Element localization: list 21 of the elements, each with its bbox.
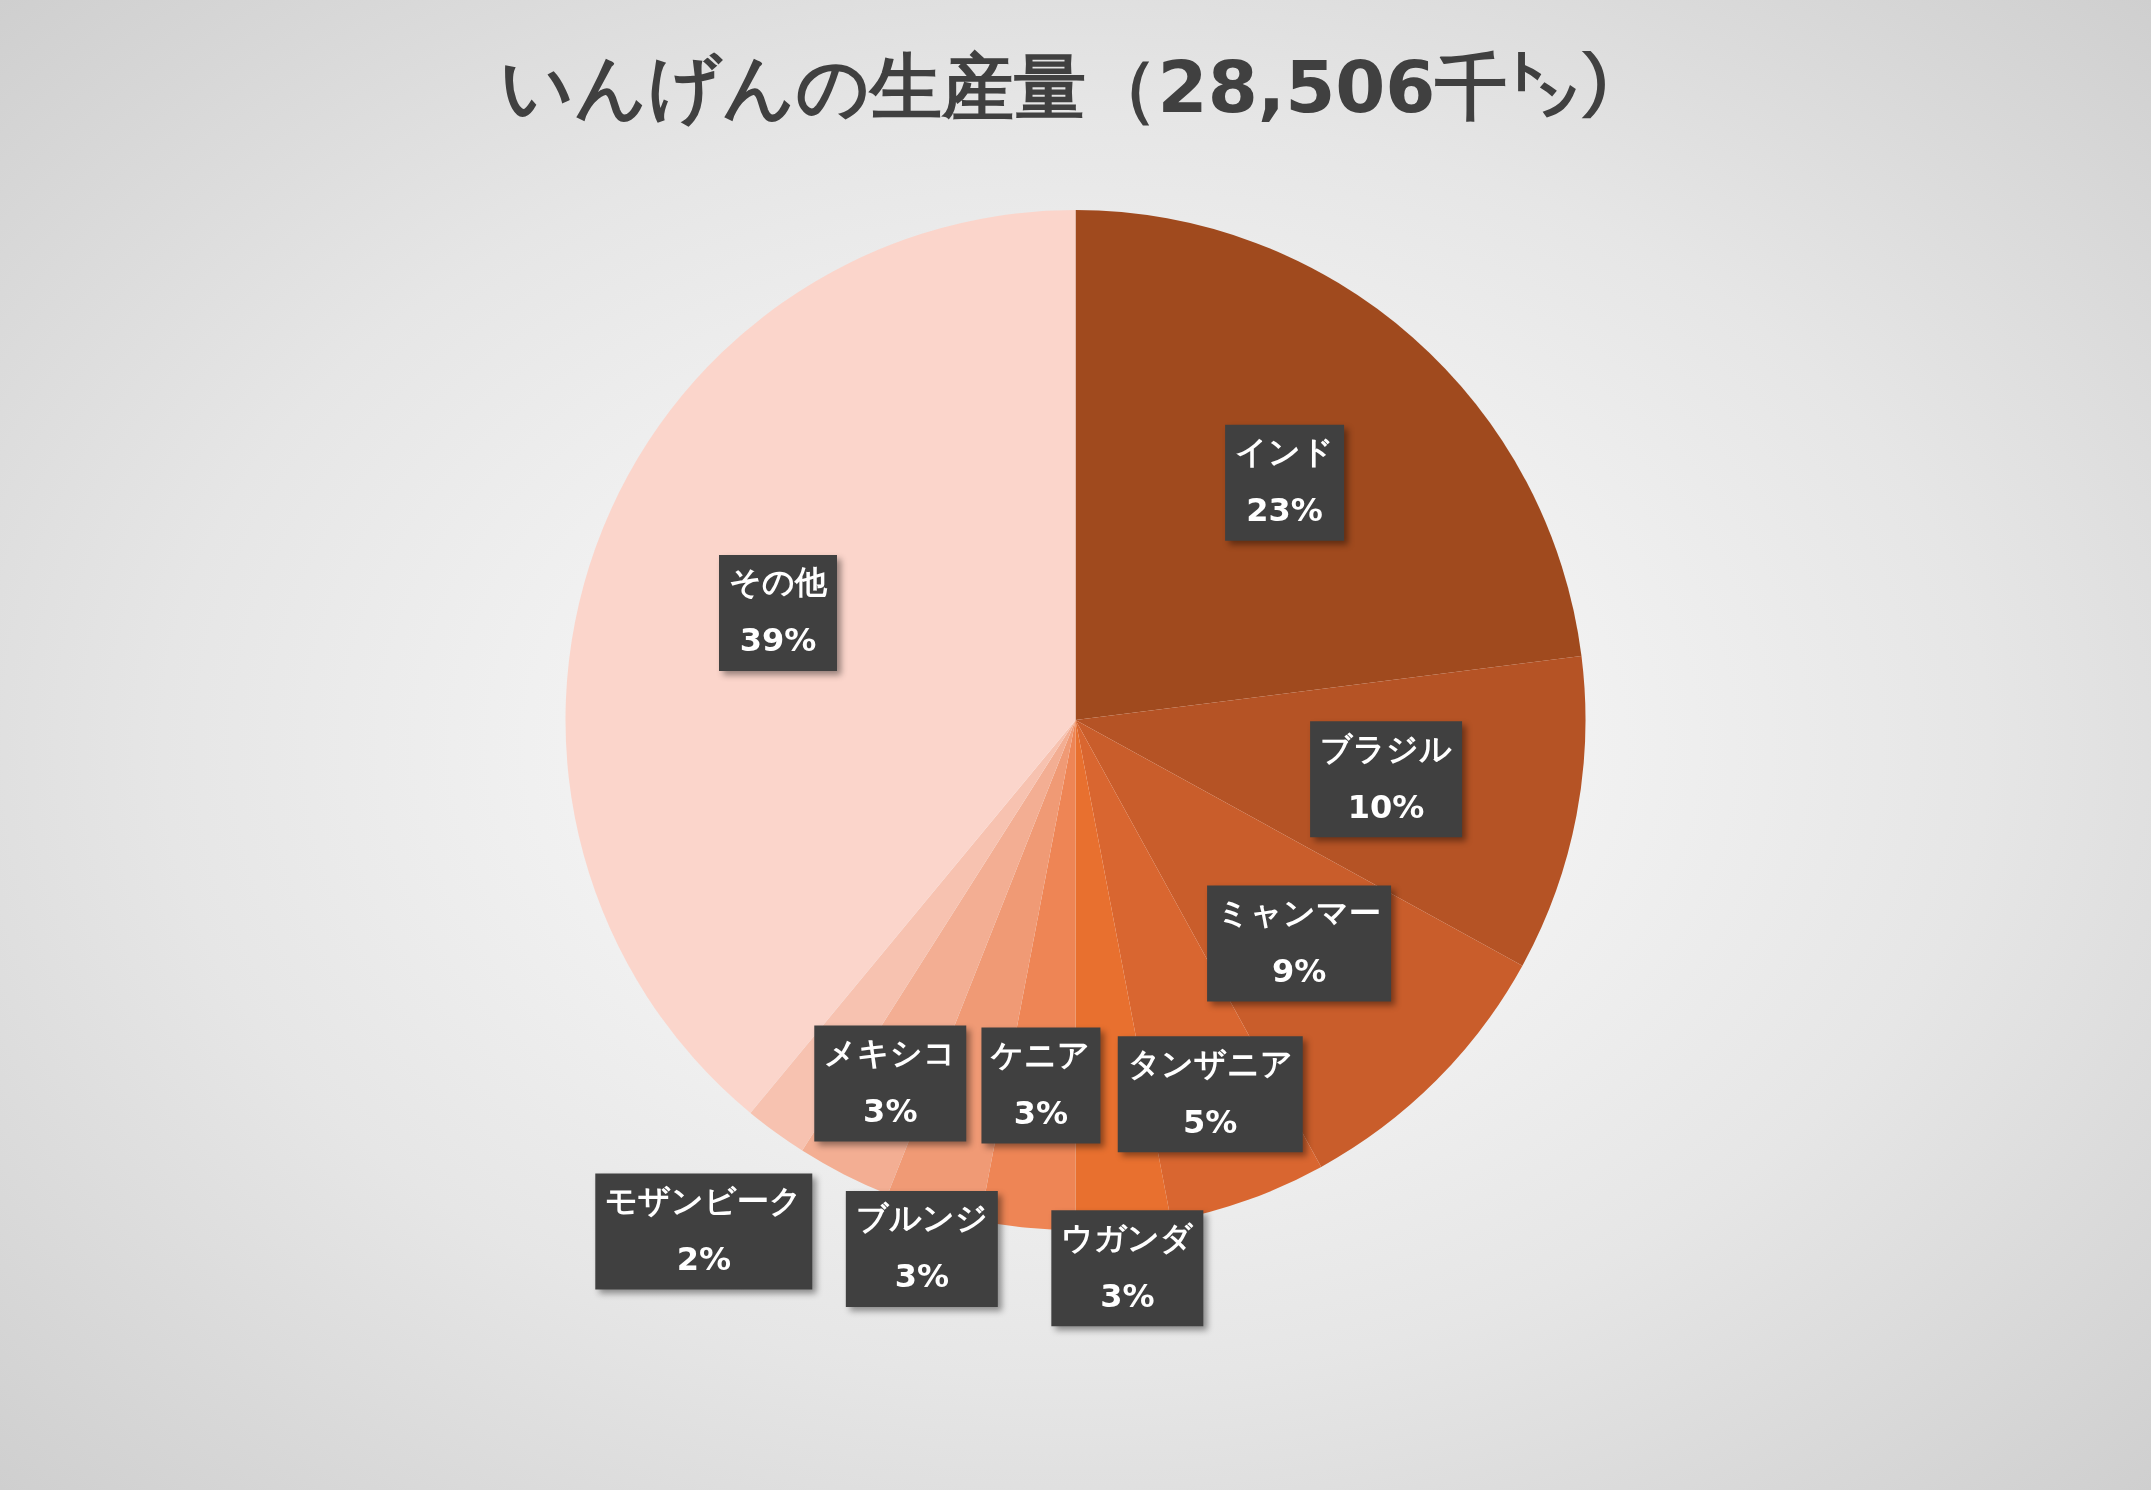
slice-label: モザンビーク xyxy=(605,1181,803,1220)
data-label: 3% xyxy=(863,1091,918,1130)
slice-label: ミャンマー xyxy=(1217,893,1382,932)
data-label: 2% xyxy=(676,1239,731,1278)
data-label: 3% xyxy=(1100,1276,1155,1315)
slice-label: ケニア xyxy=(990,1035,1091,1074)
data-label: 3% xyxy=(1013,1093,1069,1132)
slice-label: メキシコ xyxy=(824,1033,957,1072)
data-label: 39% xyxy=(739,621,817,660)
data-label: 10% xyxy=(1347,787,1425,826)
slice-label: ブラジル xyxy=(1320,729,1453,768)
slice-label: タンザニア xyxy=(1127,1044,1293,1083)
data-label: 23% xyxy=(1246,491,1323,530)
data-label: 9% xyxy=(1271,951,1327,990)
slice-label: その他 xyxy=(728,563,828,602)
chart-title: いんげんの生産量（28,506千㌧） xyxy=(498,44,1653,131)
data-label: 5% xyxy=(1183,1102,1238,1141)
slice-label: ウガンダ xyxy=(1061,1218,1195,1257)
slice-label: インド xyxy=(1235,433,1335,472)
data-label: 3% xyxy=(894,1257,949,1296)
slice-label: ブルンジ xyxy=(855,1199,988,1238)
